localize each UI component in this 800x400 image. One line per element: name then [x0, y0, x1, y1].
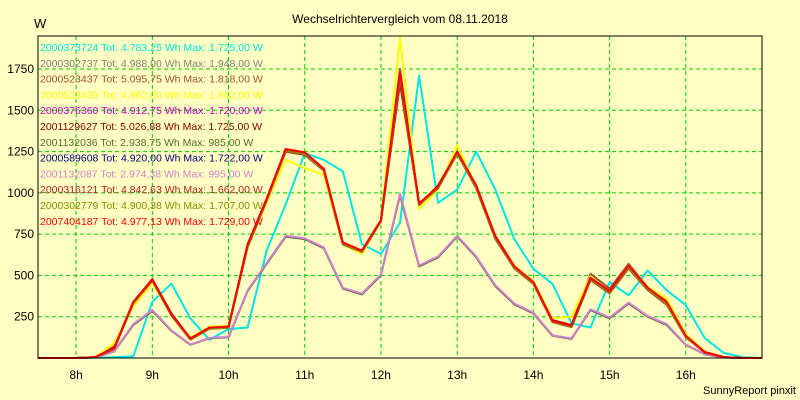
x-tick-label: 16h: [676, 368, 696, 382]
legend-entry: 2000523437 Tot: 5.095,75 Wh Max: 1.818,0…: [40, 74, 263, 86]
x-tick-label: 8h: [69, 368, 82, 382]
y-tick-label: 250: [14, 310, 34, 324]
series-line-12: [38, 71, 762, 359]
legend-entry: 2000302737 Tot: 4.988,00 Wh Max: 1.948,0…: [40, 58, 263, 70]
x-tick-label: 9h: [146, 368, 159, 382]
legend-entry: 2000376360 Tot: 4.912,75 Wh Max: 1.720,0…: [40, 105, 263, 117]
x-tick-label: 10h: [219, 368, 239, 382]
legend: 2000373724 Tot: 4.783,25 Wh Max: 1.725,0…: [40, 42, 263, 228]
legend-entry: 2000589608 Tot: 4.920,00 Wh Max: 1.722,0…: [40, 153, 263, 165]
chart-title: Wechselrichtervergleich vom 08.11.2018: [292, 12, 508, 26]
legend-entry: 2000316121 Tot: 4.842,63 Wh Max: 1.662,0…: [40, 184, 263, 196]
x-tick-label: 14h: [523, 368, 543, 382]
y-tick-label: 500: [14, 268, 34, 282]
x-tick-label: 15h: [600, 368, 620, 382]
series-line-9: [38, 192, 762, 359]
legend-entry: 2000302779 Tot: 4.900,38 Wh Max: 1.707,0…: [40, 200, 263, 212]
x-tick-labels: 8h 9h 10h 11h 12h 13h 14h 15h 16h: [69, 368, 695, 382]
y-tick-label: 1500: [7, 103, 34, 117]
y-tick-label: 750: [14, 227, 34, 241]
legend-entry: 2000523439 Tot: 4.962,00 Wh Max: 1.942,0…: [40, 89, 263, 101]
y-tick-label: 1250: [7, 145, 34, 159]
y-tick-label: 1000: [7, 186, 34, 200]
footer-credit: SunnyReport pinxit: [703, 385, 796, 397]
legend-entry: 2001132087 Tot: 2.974,38 Wh Max: 995,00 …: [40, 168, 253, 180]
y-axis-label: W: [34, 16, 47, 31]
legend-entry: 2000373724 Tot: 4.783,25 Wh Max: 1.725,0…: [40, 42, 263, 54]
x-tick-label: 12h: [371, 368, 391, 382]
legend-entry: 2001129627 Tot: 5.026,88 Wh Max: 1.725,0…: [40, 121, 262, 133]
x-tick-label: 11h: [295, 368, 314, 382]
y-tick-labels: 250 500 750 1000 1250 1500 1750: [7, 62, 34, 324]
plot-frame: [37, 35, 763, 359]
legend-entry: 2007404187 Tot: 4.977,13 Wh Max: 1.729,0…: [40, 216, 263, 228]
series-lines: [38, 36, 763, 359]
y-tick-label: 1750: [7, 62, 34, 76]
legend-entry: 2001132036 Tot: 2.938,75 Wh Max: 985,00 …: [40, 137, 253, 149]
x-tick-label: 13h: [447, 368, 467, 382]
